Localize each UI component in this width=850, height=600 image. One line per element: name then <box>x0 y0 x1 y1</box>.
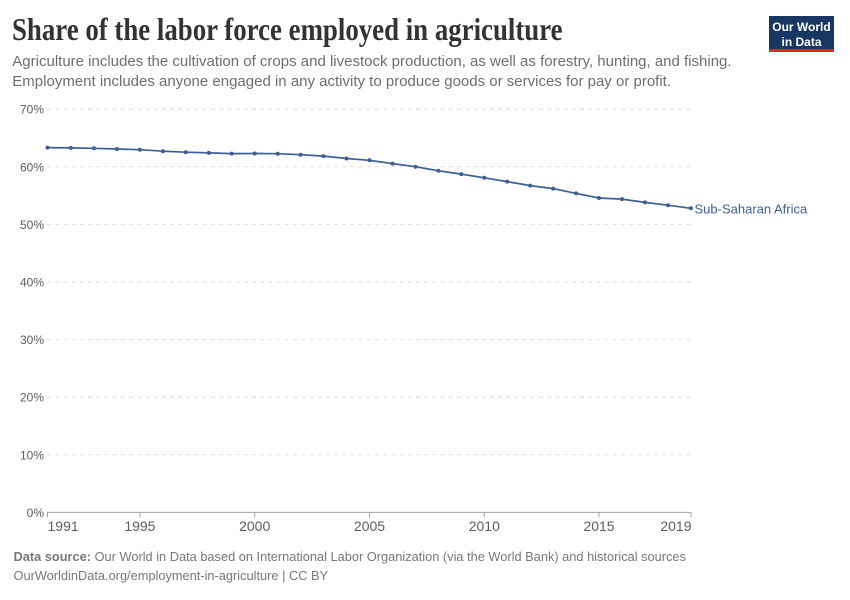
svg-text:2005: 2005 <box>354 518 385 534</box>
svg-text:40%: 40% <box>20 276 44 290</box>
svg-text:20%: 20% <box>20 391 44 405</box>
svg-text:0%: 0% <box>27 506 45 520</box>
svg-text:10%: 10% <box>20 448 44 462</box>
svg-text:2019: 2019 <box>660 518 691 534</box>
svg-text:2015: 2015 <box>583 518 614 534</box>
svg-text:30%: 30% <box>20 333 44 347</box>
svg-text:Sub-Saharan Africa: Sub-Saharan Africa <box>695 202 809 217</box>
svg-text:1995: 1995 <box>124 518 155 534</box>
svg-text:2000: 2000 <box>239 518 270 534</box>
svg-text:50%: 50% <box>20 218 44 232</box>
svg-text:70%: 70% <box>20 103 44 117</box>
svg-text:2010: 2010 <box>469 518 500 534</box>
svg-text:60%: 60% <box>20 160 44 174</box>
svg-text:1991: 1991 <box>48 518 79 534</box>
